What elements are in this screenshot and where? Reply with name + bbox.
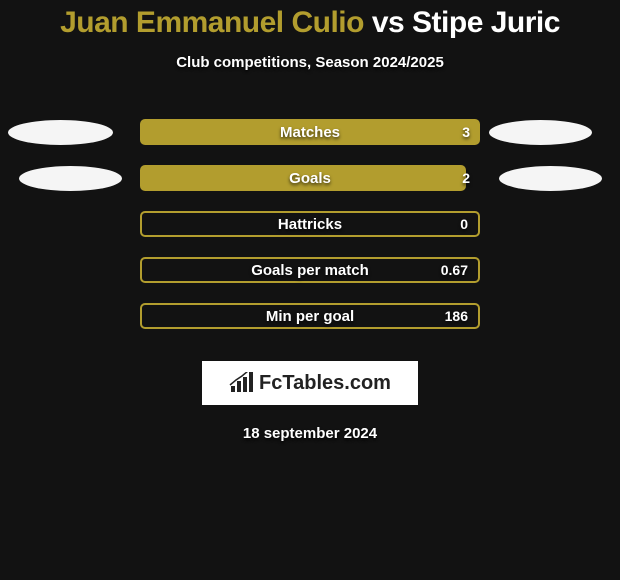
stat-label: Min per goal [142, 305, 478, 327]
stat-label: Goals per match [142, 259, 478, 281]
stat-row: Min per goal186 [0, 293, 620, 339]
bar-track: Goals2 [140, 165, 480, 191]
stat-value: 0.67 [441, 259, 468, 281]
date-label: 18 september 2024 [0, 425, 620, 442]
stat-value: 3 [462, 119, 470, 145]
title-player1: Juan Emmanuel Culio [60, 6, 364, 39]
logo-box: FcTables.com [202, 361, 418, 405]
bar-chart-icon [229, 372, 255, 394]
title-player2: Stipe Juric [412, 6, 560, 39]
logo-text: FcTables.com [259, 372, 391, 395]
bar-track: Matches3 [140, 119, 480, 145]
avatar [489, 120, 592, 145]
stat-row: Hattricks0 [0, 201, 620, 247]
bar-track: Min per goal186 [140, 303, 480, 329]
bar-track: Hattricks0 [140, 211, 480, 237]
avatar [8, 120, 113, 145]
stat-value: 2 [462, 165, 470, 191]
avatar [499, 166, 602, 191]
page-title: Juan Emmanuel Culio vs Stipe Juric [0, 0, 620, 40]
stat-value: 186 [445, 305, 468, 327]
bar-track: Goals per match0.67 [140, 257, 480, 283]
stat-value: 0 [460, 213, 468, 235]
comparison-chart: Matches3Goals2Hattricks0Goals per match0… [0, 109, 620, 339]
stat-label: Hattricks [142, 213, 478, 235]
title-vs: vs [372, 6, 412, 39]
subtitle: Club competitions, Season 2024/2025 [0, 54, 620, 71]
stat-row: Goals per match0.67 [0, 247, 620, 293]
avatar [19, 166, 122, 191]
stat-label: Matches [140, 119, 480, 145]
stat-label: Goals [140, 165, 480, 191]
